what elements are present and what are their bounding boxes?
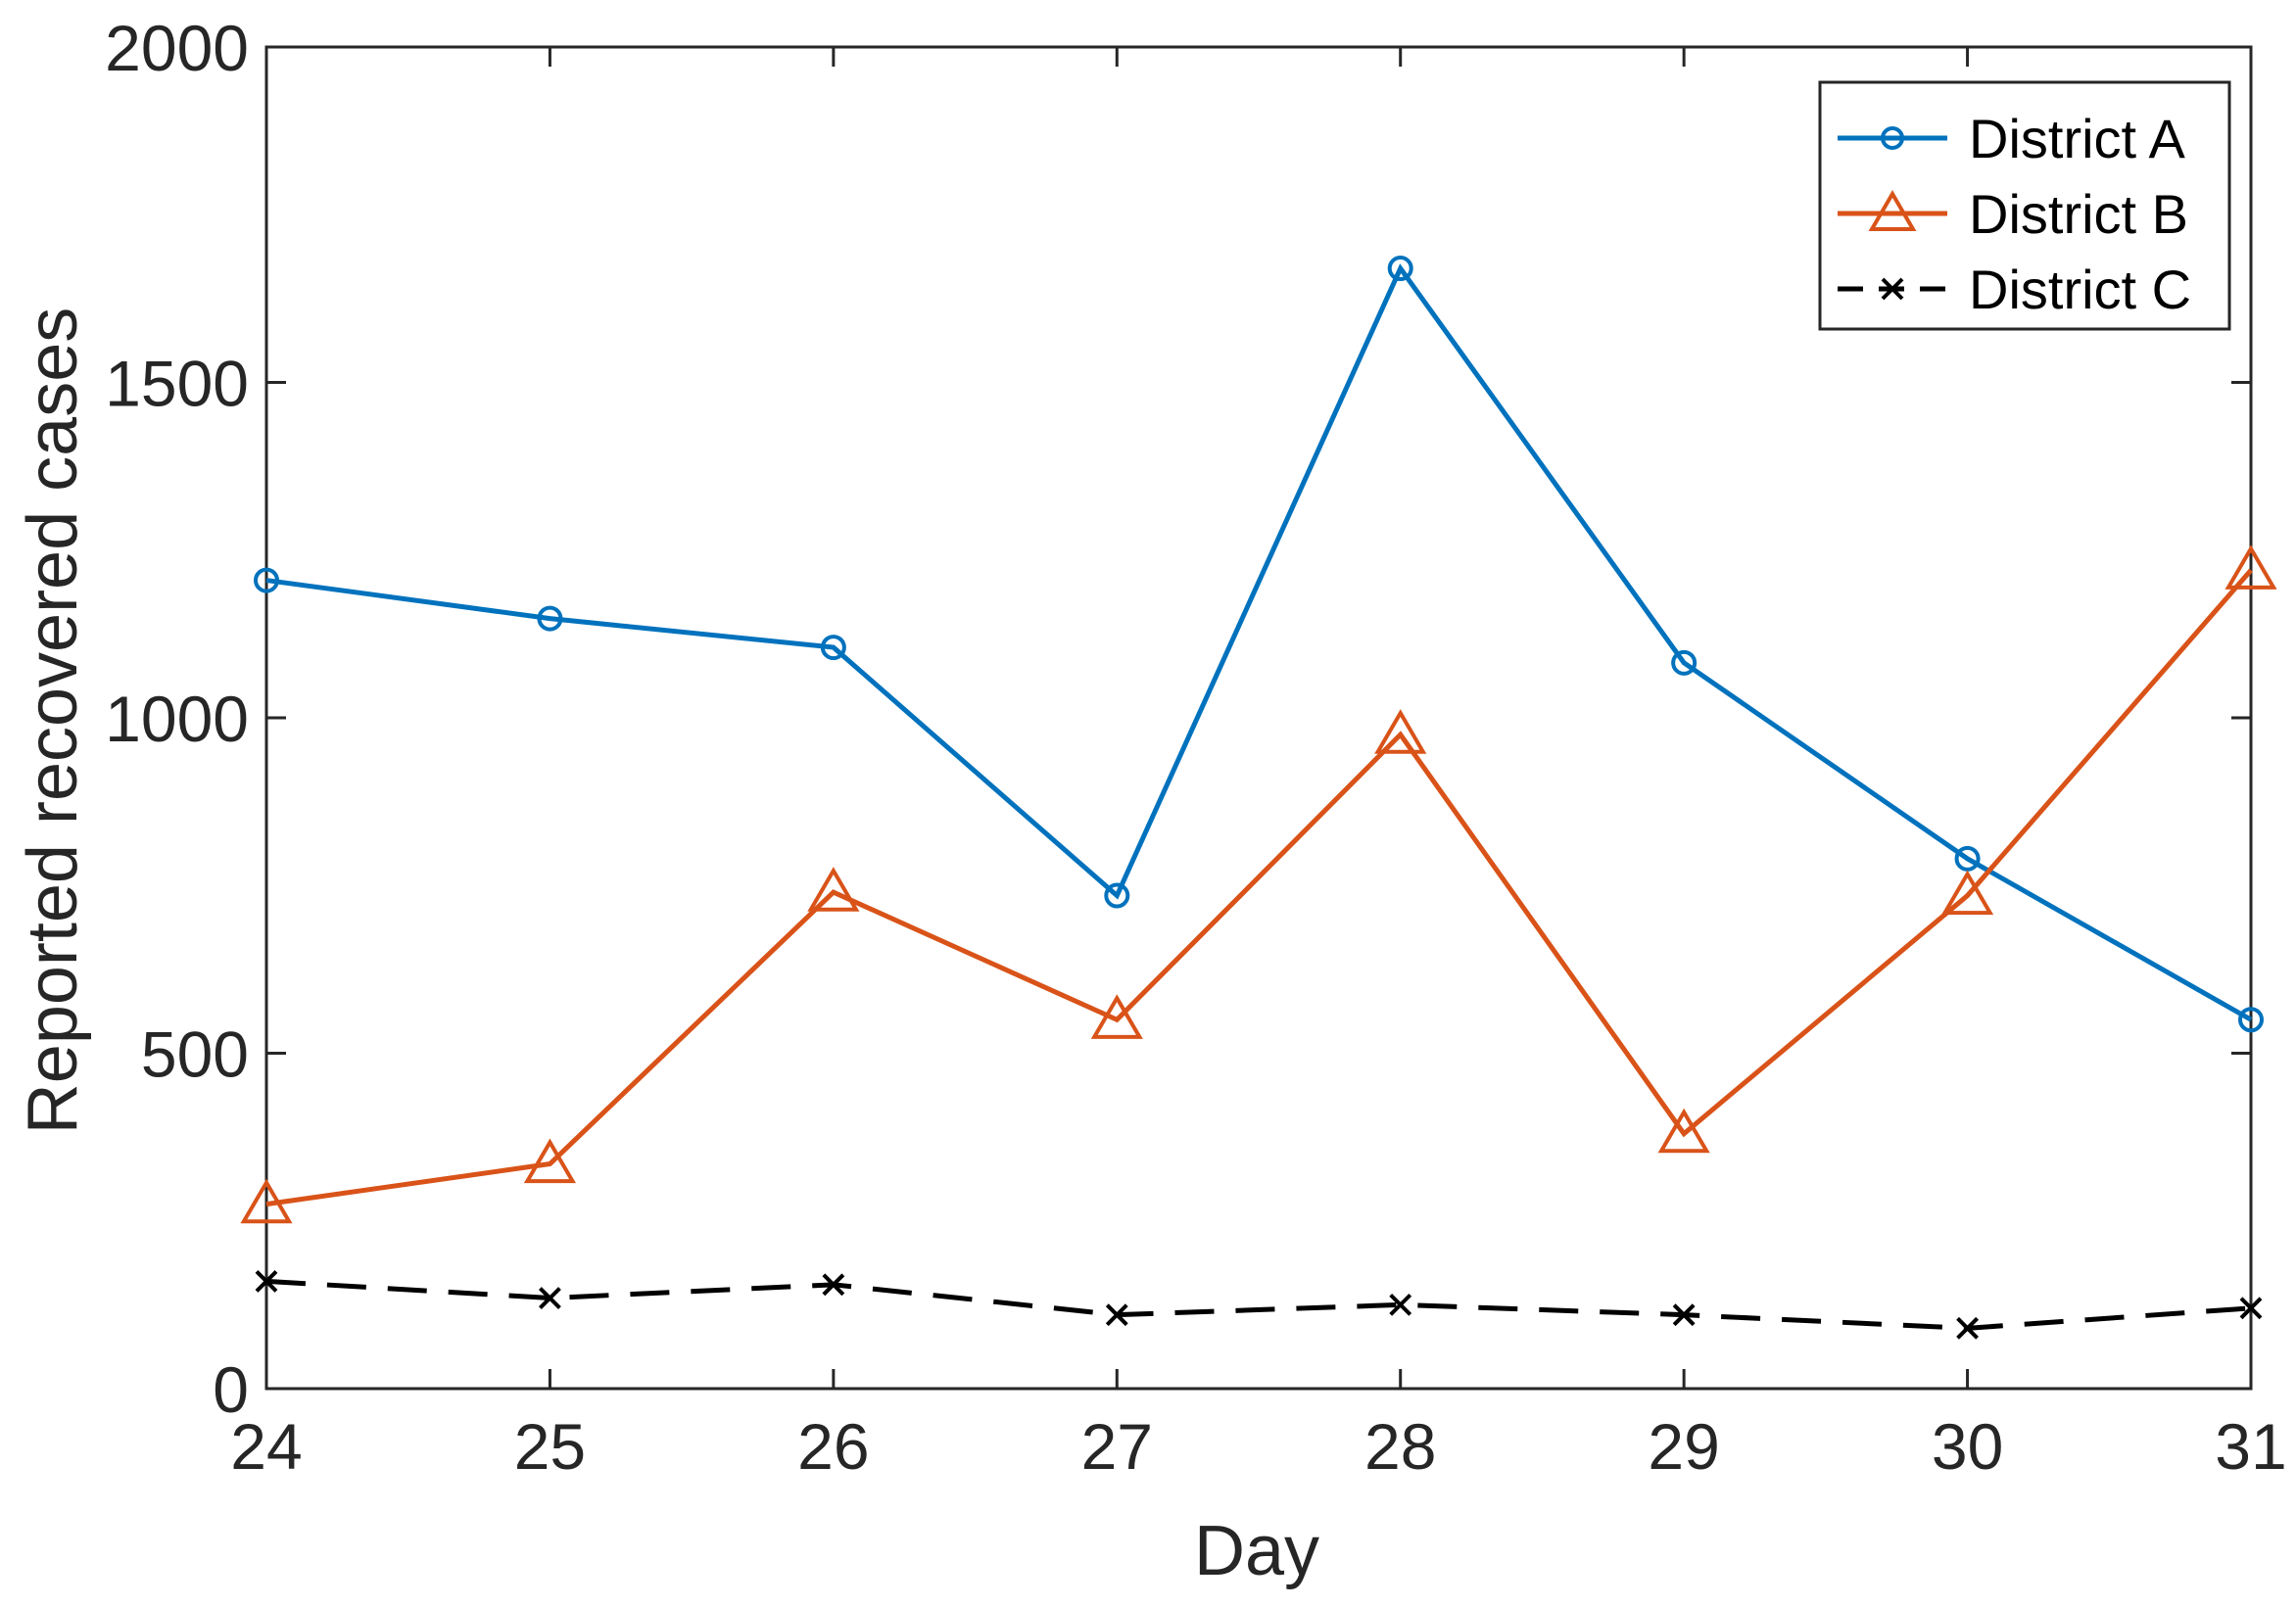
data-point-district-a [254,567,279,593]
data-point-district-b [1940,870,1994,916]
data-point-district-c [1956,1316,1979,1340]
data-point-district-c [1389,1293,1412,1316]
data-point-district-b [240,1178,293,1224]
data-point-district-a [2238,1007,2264,1033]
data-point-district-c [822,1273,845,1297]
y-tick-label: 500 [141,1018,249,1091]
x-tick-label: 30 [1932,1410,2003,1483]
series-district-b [240,544,2277,1224]
x-tick-label: 28 [1364,1410,1436,1483]
data-point-district-a [820,635,846,661]
x-tick-label: 27 [1081,1410,1153,1483]
y-axis-title: Reported recovered cases [14,307,92,1134]
x-tick-label: 26 [797,1410,869,1483]
data-point-district-c [1672,1303,1696,1327]
legend-item-district-b: District B [1838,183,2188,245]
legend-label: District A [1969,108,2186,169]
data-point-district-b [1657,1108,1710,1154]
legend-marker [1881,126,1904,150]
data-point-district-b [2224,544,2277,590]
data-point-district-c [539,1287,561,1309]
x-tick-label: 25 [514,1410,586,1483]
data-point-district-b [523,1138,577,1184]
data-point-district-a [1671,649,1698,676]
y-axis: 0 500 1000 1500 2000 [105,12,2251,1426]
x-tick-label: 31 [2215,1410,2286,1483]
series-district-a [254,256,2264,1033]
legend-marker [1881,277,1904,301]
series-district-c [255,1269,2263,1340]
data-point-district-a [1387,256,1413,282]
data-point-district-b [1374,709,1427,754]
series-line-district-a [265,263,2253,1022]
x-tick-label: 29 [1648,1410,1719,1483]
legend-item-district-a: District A [1838,108,2186,169]
y-tick-label: 2000 [105,12,249,84]
x-axis-title: Day [1194,1512,1319,1590]
data-point-district-c [1105,1303,1128,1327]
x-axis: 24 25 26 27 28 29 30 31 [230,47,2287,1483]
legend-label: District B [1969,183,2188,245]
x-tick-label: 24 [230,1410,302,1483]
series-layer [240,256,2277,1340]
data-point-district-a [537,605,563,632]
series-line-district-b [265,568,2253,1207]
data-point-district-c [255,1269,278,1293]
series-line-district-c [265,1278,2252,1331]
y-tick-label: 0 [213,1353,249,1426]
legend: District A District B District C [1818,80,2231,331]
legend-marker [1868,190,1917,231]
legend-label: District C [1969,259,2191,320]
data-point-district-b [807,867,860,912]
data-point-district-a [1954,845,1981,872]
y-tick-label: 1500 [105,348,249,420]
y-tick-label: 1000 [105,683,249,755]
data-point-district-c [2239,1297,2263,1320]
data-point-district-b [1090,994,1143,1039]
legend-item-district-c: District C [1838,259,2191,320]
data-point-district-a [1104,882,1130,909]
